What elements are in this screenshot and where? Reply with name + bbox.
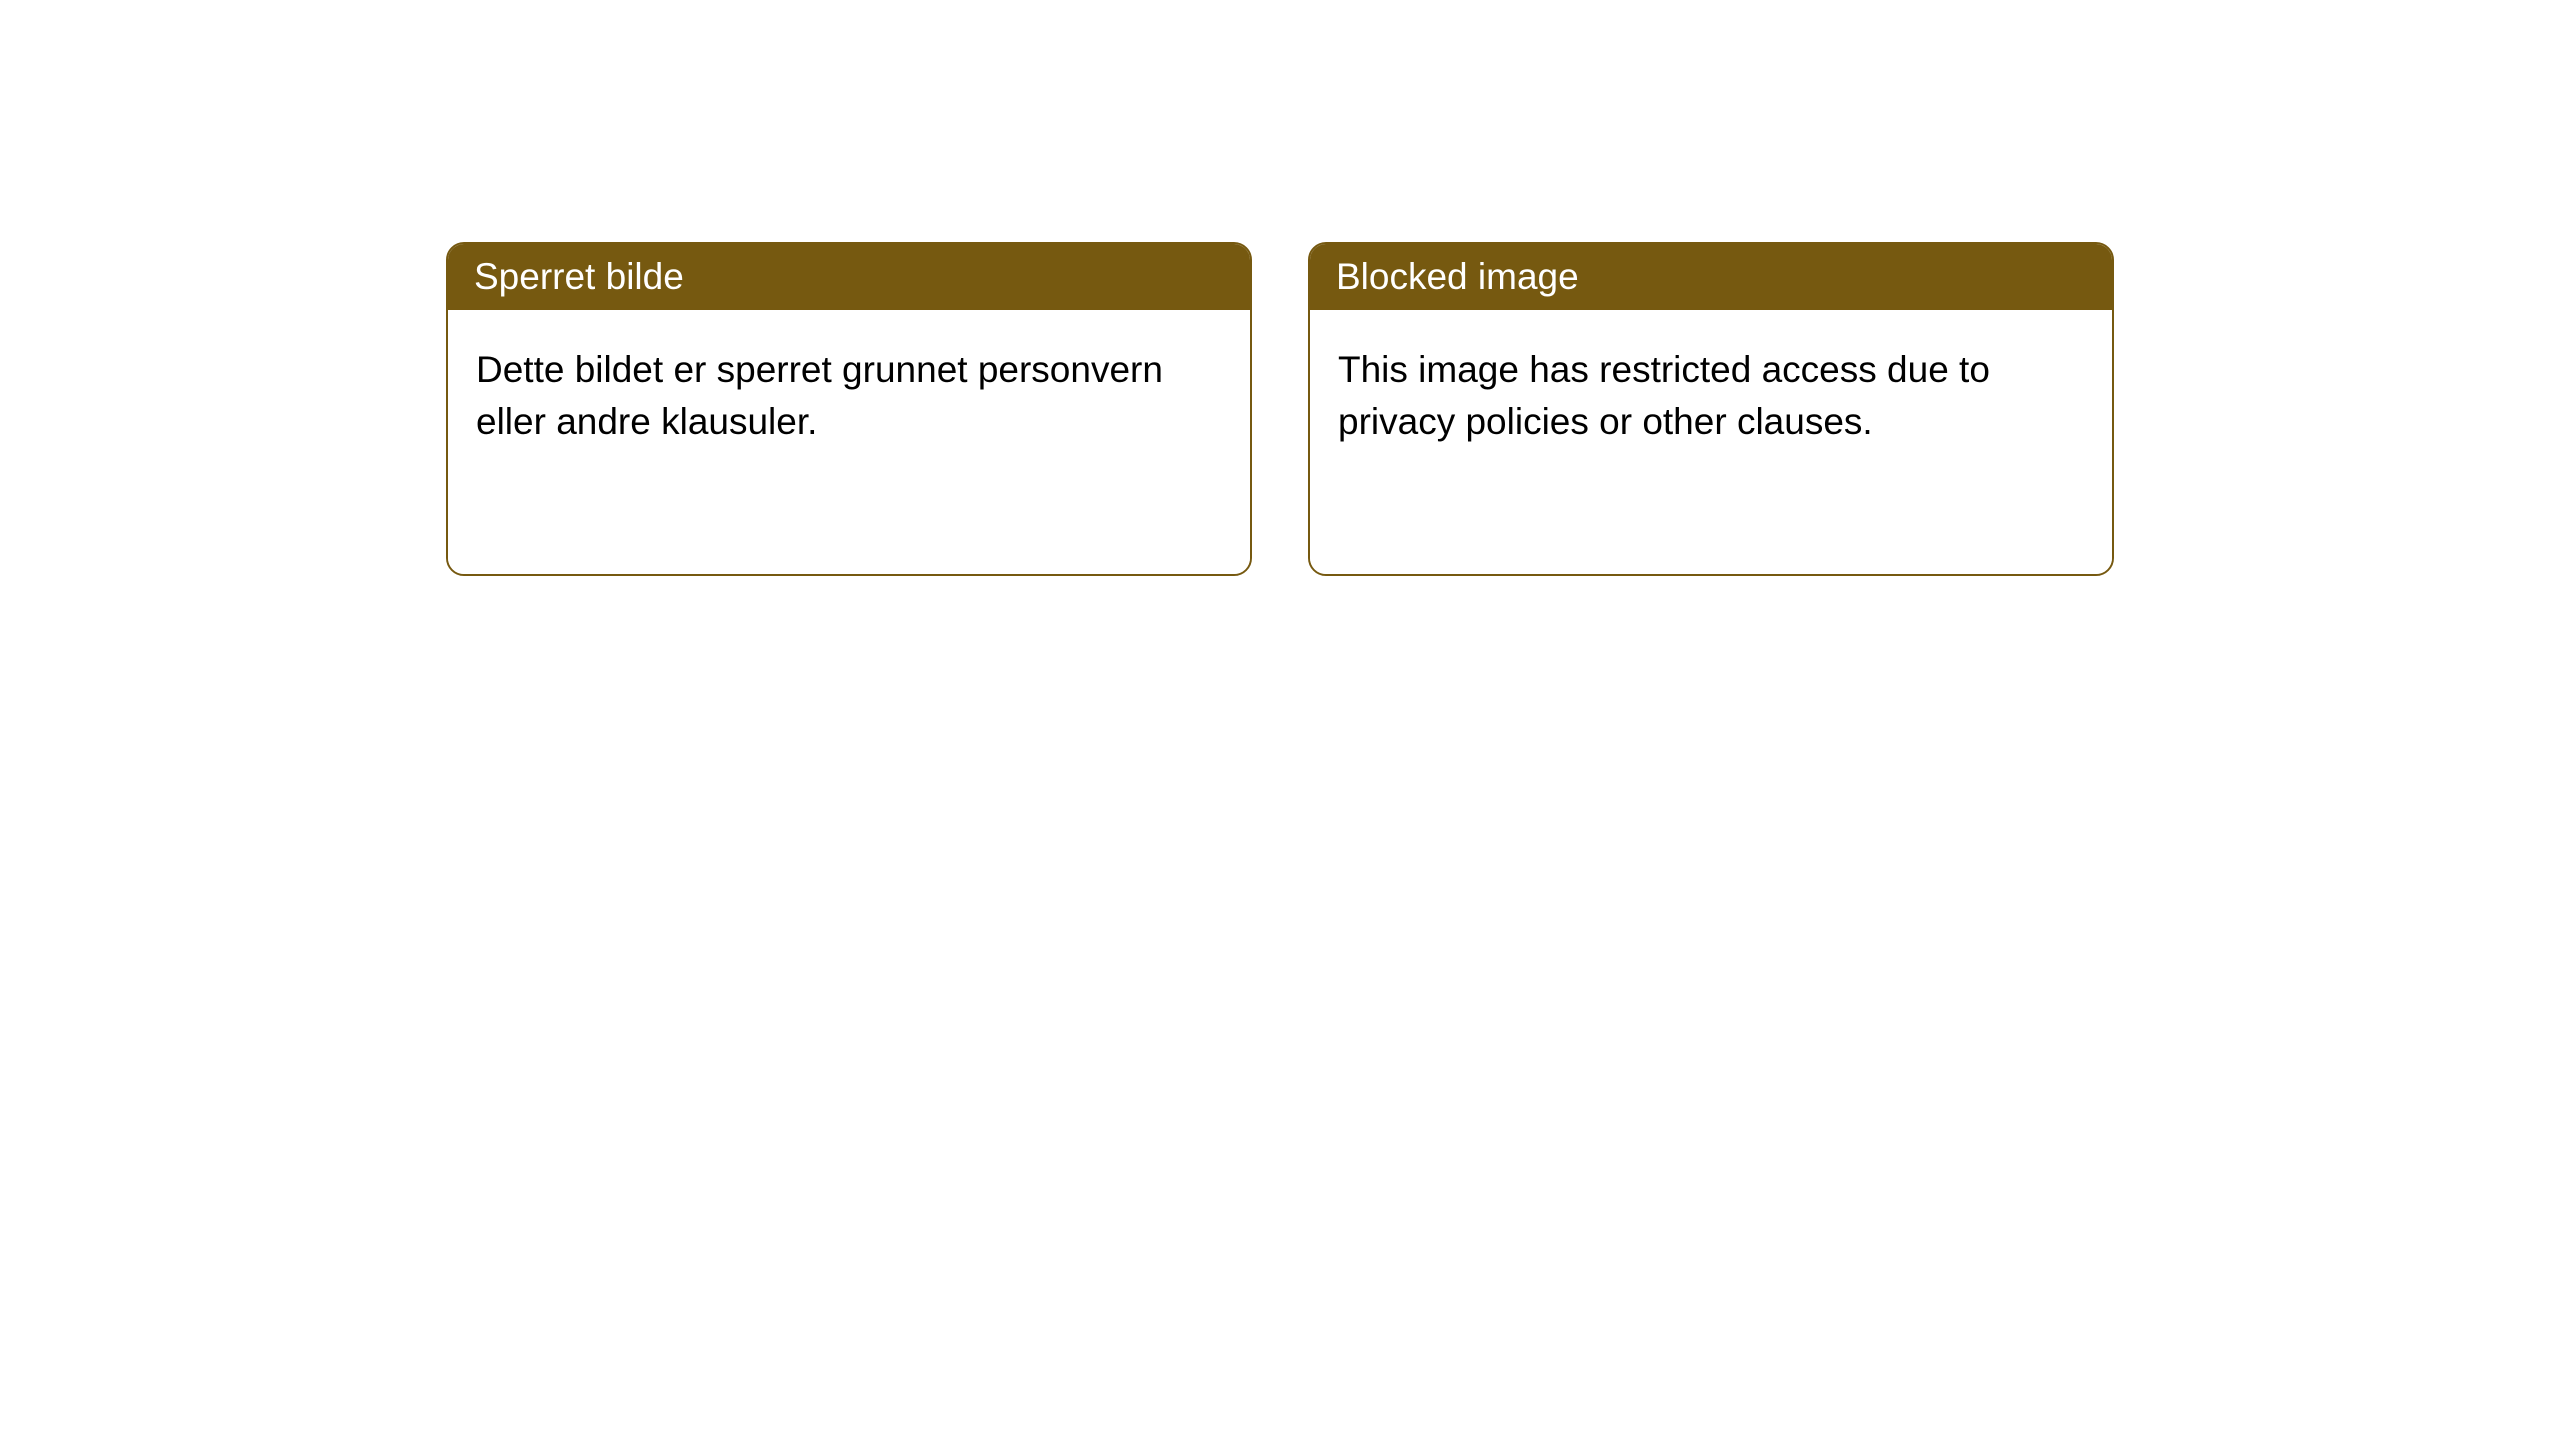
card-title: Blocked image <box>1336 256 1579 297</box>
card-body: Dette bildet er sperret grunnet personve… <box>448 310 1250 574</box>
card-header: Sperret bilde <box>448 244 1250 310</box>
card-title: Sperret bilde <box>474 256 684 297</box>
card-body-text: Dette bildet er sperret grunnet personve… <box>476 349 1163 442</box>
cards-container: Sperret bilde Dette bildet er sperret gr… <box>0 0 2560 576</box>
card-body: This image has restricted access due to … <box>1310 310 2112 574</box>
card-english: Blocked image This image has restricted … <box>1308 242 2114 576</box>
card-body-text: This image has restricted access due to … <box>1338 349 1990 442</box>
card-norwegian: Sperret bilde Dette bildet er sperret gr… <box>446 242 1252 576</box>
card-header: Blocked image <box>1310 244 2112 310</box>
